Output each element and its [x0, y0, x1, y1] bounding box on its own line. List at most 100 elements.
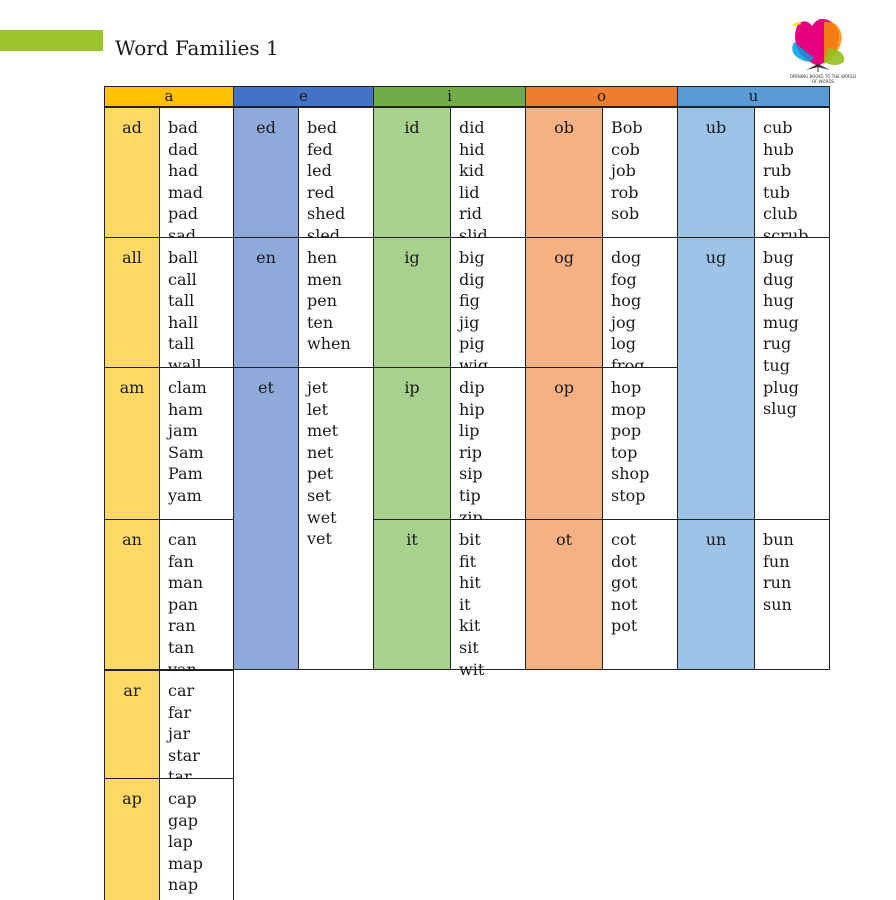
word-item: lip — [459, 421, 480, 441]
word-item: run — [763, 573, 792, 593]
word-item: did — [459, 118, 485, 137]
word-item: rip — [459, 442, 483, 462]
family-words-ig: big dig fig jig pig wig — [450, 237, 526, 375]
word-item: nap — [168, 875, 199, 895]
word-item: dot — [611, 551, 638, 571]
family-words-an: canfanmanpanrantanvan — [159, 519, 234, 679]
word-item: bed — [307, 118, 337, 137]
word-item: let — [307, 399, 329, 419]
word-item: hit — [459, 573, 481, 593]
word-item: clam — [168, 378, 207, 397]
word-item: sit — [459, 637, 479, 657]
family-suffix-ap: ap — [104, 778, 159, 900]
word-item: log — [611, 334, 636, 354]
word-item: hog — [611, 291, 642, 311]
family-suffix-am: am — [104, 367, 159, 519]
word-item: not — [611, 594, 638, 614]
word-item: tug — [763, 355, 790, 375]
green-accent-bar — [0, 30, 103, 51]
word-item: kid — [459, 161, 485, 181]
word-item: bad — [168, 118, 199, 137]
word-item: fit — [459, 551, 477, 571]
table-a-column-divider — [104, 669, 234, 670]
word-item: star — [168, 745, 200, 765]
word-item: wet — [307, 507, 337, 527]
word-item: shed — [307, 204, 346, 224]
word-item: yam — [168, 485, 202, 505]
word-item: fig — [459, 291, 480, 311]
vowel-header-e: e — [233, 86, 374, 107]
word-item: hug — [763, 291, 794, 311]
word-item: lap — [168, 832, 193, 852]
word-item: rub — [763, 161, 792, 181]
family-suffix-en: en — [233, 237, 298, 367]
family-suffix-un: un — [677, 519, 754, 670]
family-suffix-ed: ed — [233, 107, 298, 237]
word-item: had — [168, 161, 199, 181]
word-item: men — [307, 269, 342, 289]
word-item: bun — [763, 530, 794, 549]
word-item: call — [168, 269, 197, 289]
word-item: tall — [168, 334, 195, 354]
word-item: dad — [168, 139, 199, 159]
family-words-all: ball call tall hall tall wall — [159, 237, 234, 375]
word-item: pet — [307, 464, 334, 484]
word-item: Sam — [168, 442, 204, 462]
word-item: fun — [763, 551, 790, 571]
vowel-header-i: i — [373, 86, 526, 107]
word-item: pot — [611, 616, 638, 636]
vowel-header-a: a — [104, 86, 234, 107]
vowel-header-u: u — [677, 86, 830, 107]
word-item: pan — [168, 594, 199, 614]
word-item: top — [611, 442, 638, 462]
family-words-ob: Bob cob job rob sob — [602, 107, 678, 237]
word-item: big — [459, 248, 485, 267]
word-item: hen — [307, 248, 338, 267]
family-suffix-ub: ub — [677, 107, 754, 237]
family-suffix-et: et — [233, 367, 298, 670]
family-words-it: bit fit hit it kit sit wit — [450, 519, 526, 679]
word-item: ten — [307, 312, 334, 332]
family-words-et: jet let met net pet set wet vet — [298, 367, 374, 670]
family-words-ar: car far jar star tar — [159, 670, 234, 786]
word-item: sip — [459, 464, 483, 484]
word-item: man — [168, 573, 204, 593]
word-item: bug — [763, 248, 794, 267]
word-item: fog — [611, 269, 637, 289]
family-suffix-ip: ip — [373, 367, 450, 519]
family-words-og: dog fog hog jog log frog — [602, 237, 678, 375]
word-item: rid — [459, 204, 483, 224]
family-words-ad: bad dad had mad pad sad — [159, 107, 234, 245]
word-item: hall — [168, 312, 199, 332]
word-item: club — [763, 204, 798, 224]
off-the-page-logo: OPENING BOOKS TO THE WORLD OF WORDS — [784, 14, 856, 86]
word-item: got — [611, 573, 638, 593]
word-item: dug — [763, 269, 794, 289]
word-item: it — [459, 594, 471, 614]
word-item: ran — [168, 616, 196, 636]
word-item: led — [307, 161, 332, 181]
word-item: mad — [168, 182, 203, 202]
family-suffix-ob: ob — [525, 107, 602, 237]
word-item: car — [168, 681, 195, 700]
family-words-ip: dip hip lip rip sip tip zip — [450, 367, 526, 527]
family-suffix-ad: ad — [104, 107, 159, 237]
family-words-ot: cot dot got not pot — [602, 519, 678, 670]
word-item: ball — [168, 248, 199, 267]
word-item: sun — [763, 594, 792, 614]
word-item: shop — [611, 464, 650, 484]
word-item: pen — [307, 291, 338, 311]
family-words-id: did hid kid lid rid slid — [450, 107, 526, 245]
family-words-en: hen men pen ten when — [298, 237, 374, 367]
word-item: sob — [611, 204, 640, 224]
family-words-ap: cap gap lap map nap — [159, 778, 234, 900]
word-item: fan — [168, 551, 194, 571]
word-item: Pam — [168, 464, 203, 484]
table-bottom-border — [233, 669, 830, 670]
word-item: kit — [459, 616, 481, 636]
word-item: hip — [459, 399, 485, 419]
word-item: can — [168, 530, 197, 549]
logo-tagline: OPENING BOOKS TO THE WORLD OF WORDS — [789, 74, 857, 84]
family-suffix-op: op — [525, 367, 602, 519]
word-item: stop — [611, 485, 646, 505]
